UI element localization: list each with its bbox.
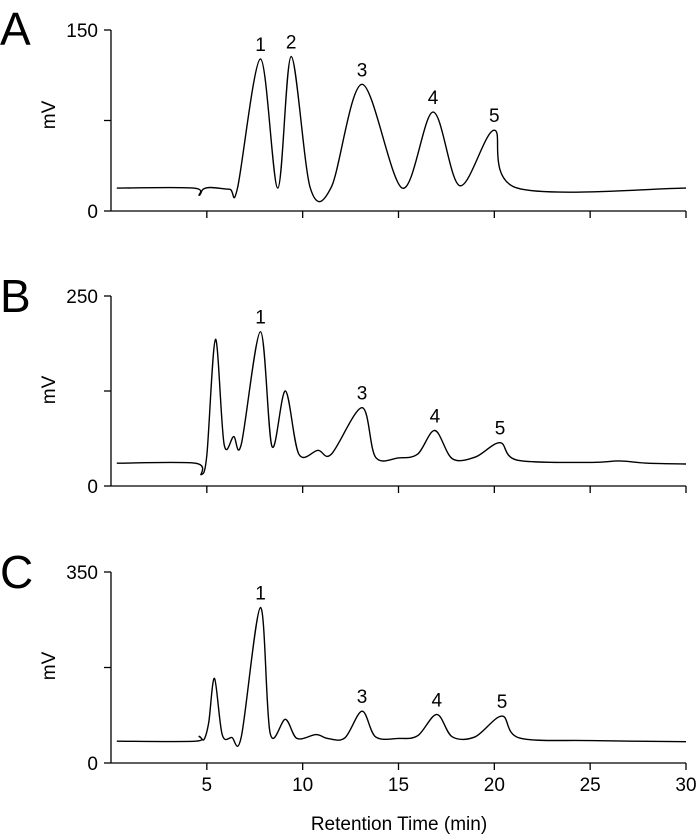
chromatogram-trace (116, 55, 687, 203)
y-axis-title: mV (39, 651, 60, 680)
panel-c: CmV 0 350 5 10 15 20 25 30 1 3 4 5 (0, 546, 697, 796)
peak-label: 1 (255, 308, 266, 329)
y-tick-label: 150 (66, 21, 98, 42)
panel-letter: B (0, 270, 31, 322)
peak-label: 5 (497, 692, 508, 713)
peak-label: 5 (489, 106, 500, 127)
peak-label: 4 (428, 88, 439, 109)
x-tick-label: 10 (292, 775, 313, 796)
peak-label: 1 (255, 583, 266, 604)
chromatogram-trace (116, 330, 687, 476)
peak-label: 5 (495, 419, 506, 440)
peak-label: 3 (357, 384, 368, 405)
x-tick-label: 20 (484, 775, 505, 796)
x-tick-label: 25 (580, 775, 601, 796)
x-tick-label: 30 (675, 775, 696, 796)
panel-letter: C (0, 546, 33, 598)
peak-label: 3 (357, 60, 368, 81)
y-tick-label: 0 (87, 202, 98, 223)
x-axis-title: Retention Time (min) (311, 814, 487, 835)
peak-label: 3 (357, 687, 368, 708)
y-tick-label: 250 (66, 287, 98, 308)
y-tick-label: 0 (87, 754, 98, 775)
peak-label: 1 (255, 35, 266, 56)
panel-letter: A (0, 3, 31, 55)
y-tick-label: 350 (66, 563, 98, 584)
peak-label: 2 (286, 33, 297, 54)
panel-b: BmV 0 250 1 3 4 5 (0, 270, 687, 498)
chromatogram-trace (116, 606, 687, 747)
peak-label: 4 (430, 407, 441, 428)
x-tick-label: 5 (202, 775, 213, 796)
y-tick-label: 0 (87, 477, 98, 498)
peak-label: 4 (432, 690, 443, 711)
panel-a: AmV 0 150 1 2 3 4 5 (0, 3, 687, 223)
x-tick-label: 15 (388, 775, 409, 796)
y-axis-title: mV (39, 375, 60, 404)
y-axis-title: mV (39, 100, 60, 129)
